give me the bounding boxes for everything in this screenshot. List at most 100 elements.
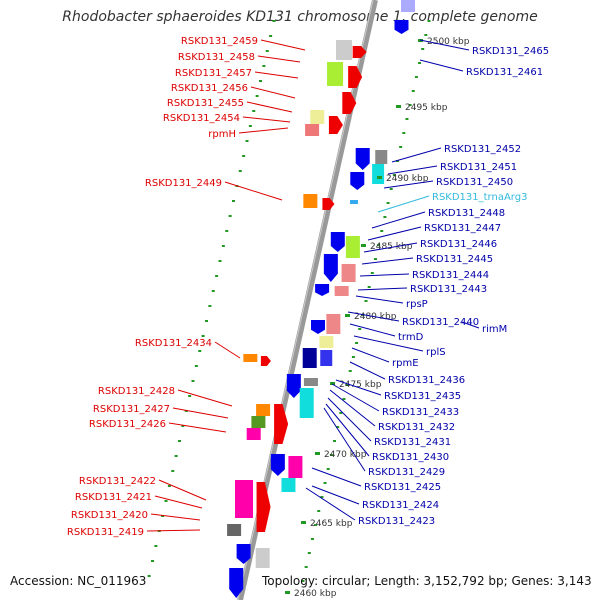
right-guide-dot xyxy=(392,174,396,176)
gene-block xyxy=(235,480,253,518)
left-guide-dot xyxy=(211,290,215,292)
leader-line-left xyxy=(246,101,293,113)
gene-label-left: RSKD131_2459 xyxy=(181,36,258,47)
right-guide-dot xyxy=(389,188,393,190)
gene-label-right: RSKD131_2436 xyxy=(388,375,465,386)
gene-block xyxy=(401,0,415,12)
right-guide-dot xyxy=(396,160,399,162)
gene-block xyxy=(341,264,356,282)
right-guide-dot xyxy=(370,272,374,274)
leader-line-right xyxy=(391,147,442,163)
gene-label-right: RSKD131_2435 xyxy=(384,391,461,402)
leader-line-left xyxy=(168,422,227,433)
leader-line-right xyxy=(311,467,362,487)
leader-line-right xyxy=(363,242,418,253)
gene-block xyxy=(256,404,271,416)
leader-line-right xyxy=(383,180,434,189)
gene-label-right: RSKD131_2461 xyxy=(466,67,543,78)
gene-label-right: rpsP xyxy=(406,299,428,310)
scale-label: 2465 kbp xyxy=(310,519,353,529)
gene-label-left: RSKD131_2421 xyxy=(75,492,152,503)
right-guide-dot xyxy=(414,76,418,78)
left-guide-dot xyxy=(259,80,262,82)
left-guide-dot xyxy=(221,245,225,247)
left-guide-dot xyxy=(198,350,202,352)
leader-line-left xyxy=(238,127,289,134)
right-guide-dot xyxy=(411,90,415,92)
gene-block xyxy=(303,378,318,386)
left-guide-dot xyxy=(161,515,165,517)
right-guide-dot xyxy=(386,202,390,204)
left-guide-dot xyxy=(181,425,185,427)
leader-line-right xyxy=(461,321,480,329)
left-guide-dot xyxy=(272,20,276,22)
gene-arrow xyxy=(355,148,370,170)
right-guide-dot xyxy=(314,524,318,526)
leader-line-right xyxy=(387,165,438,175)
gene-label-left: RSKD131_2449 xyxy=(145,178,222,189)
right-guide-dot xyxy=(421,48,425,50)
gene-label-right: RSKD131_trnaArg3 xyxy=(432,192,527,203)
right-guide-dot xyxy=(301,580,305,582)
right-guide-dot xyxy=(358,328,362,330)
gene-arrow xyxy=(286,374,301,398)
scale-label: 2495 kbp xyxy=(405,103,448,113)
right-guide-dot xyxy=(351,356,355,358)
gene-label-left: RSKD131_2457 xyxy=(175,68,252,79)
right-guide-dot xyxy=(310,538,314,540)
right-guide-dot xyxy=(317,510,321,512)
scale-label: 2475 kbp xyxy=(339,380,382,390)
left-guide-dot xyxy=(174,455,178,457)
gene-block xyxy=(227,524,242,536)
gene-label-right: RSKD131_2429 xyxy=(368,467,445,478)
right-guide-dot xyxy=(418,62,422,64)
scale-label: 2460 kbp xyxy=(294,589,337,599)
leader-line-right xyxy=(325,403,370,457)
leader-line-left xyxy=(260,39,306,51)
gene-block xyxy=(319,336,334,348)
scale-label: 2500 kbp xyxy=(427,37,470,47)
leader-line-right xyxy=(377,195,430,213)
gene-arrow xyxy=(328,116,343,134)
left-guide-dot xyxy=(269,35,273,37)
gene-block xyxy=(372,164,385,184)
right-guide-dot xyxy=(402,132,406,134)
right-guide-dot xyxy=(424,34,428,36)
leader-line-right xyxy=(353,335,424,352)
gene-label-left: RSKD131_2427 xyxy=(93,404,170,415)
left-guide-dot xyxy=(218,260,222,262)
leader-line-right xyxy=(419,59,464,72)
gene-label-right: RSKD131_2445 xyxy=(416,254,493,265)
scale-label: 2470 kbp xyxy=(324,450,367,460)
leader-line-right xyxy=(355,295,404,304)
right-guide-dot xyxy=(320,496,324,498)
left-guide-dot xyxy=(201,335,205,337)
gene-label-left: RSKD131_2454 xyxy=(163,113,240,124)
leader-line-right xyxy=(349,361,386,380)
gene-block xyxy=(305,124,320,136)
right-guide-dot xyxy=(333,440,336,442)
right-guide-dot xyxy=(348,370,352,372)
leader-line-left xyxy=(224,181,283,201)
leader-line-right xyxy=(359,273,410,277)
gene-label-left: RSKD131_2428 xyxy=(98,386,175,397)
gene-label-right: RSKD131_2432 xyxy=(378,422,455,433)
scale-tick xyxy=(361,244,366,247)
gene-arrow xyxy=(394,20,409,34)
gene-block xyxy=(281,478,296,492)
gene-arrow xyxy=(270,454,285,476)
right-guide-dot xyxy=(304,566,308,568)
leader-line-right xyxy=(371,211,426,229)
gene-label-left: RSKD131_2458 xyxy=(178,52,255,63)
leader-line-right xyxy=(361,257,414,265)
left-guide-dot xyxy=(147,575,151,577)
gene-label-right: rpmE xyxy=(392,358,419,369)
right-guide-dot xyxy=(427,20,431,22)
gene-label-right: RSKD131_2451 xyxy=(440,162,517,173)
leader-line-right xyxy=(311,485,360,505)
gene-arrow xyxy=(348,66,363,88)
left-guide-dot xyxy=(188,395,192,397)
gene-label-right: RSKD131_2447 xyxy=(424,223,501,234)
left-guide-dot xyxy=(184,410,188,412)
